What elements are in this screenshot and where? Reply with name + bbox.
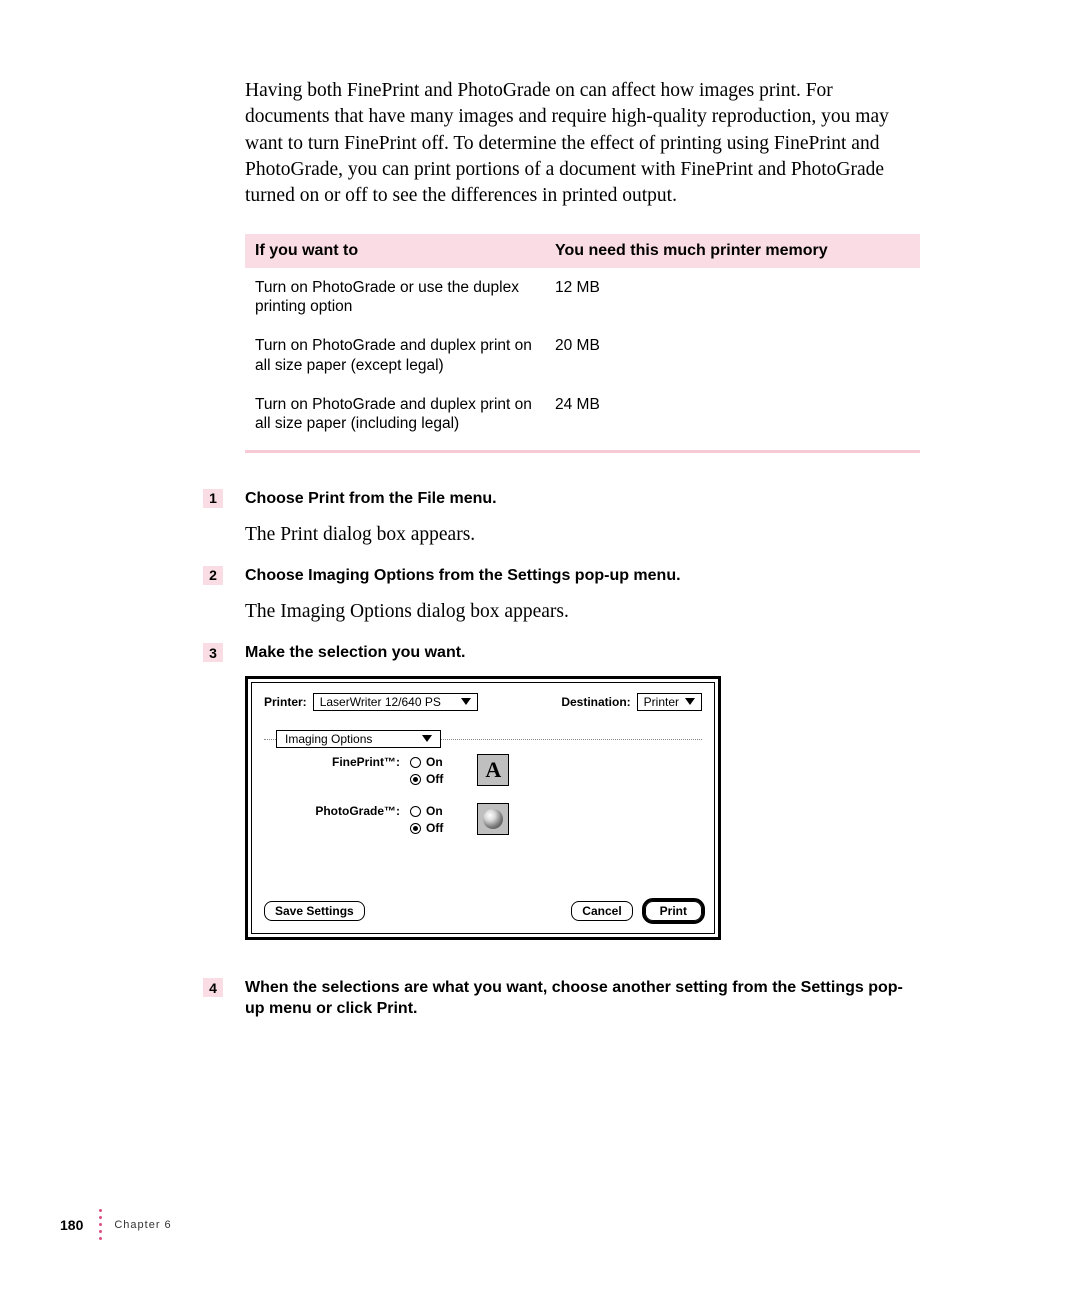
cancel-button[interactable]: Cancel — [571, 901, 632, 921]
step-3: 3 Make the selection you want. — [203, 643, 920, 664]
table-divider — [245, 450, 920, 453]
memory-table-header-col2: You need this much printer memory — [555, 242, 920, 260]
fineprint-label: FinePrint™: — [268, 754, 400, 769]
footer-dots-icon — [99, 1209, 102, 1240]
memory-table: If you want to You need this much printe… — [245, 234, 920, 453]
printer-label: Printer: — [264, 695, 307, 709]
destination-value: Printer — [644, 695, 679, 709]
table-row: Turn on PhotoGrade or use the duplex pri… — [245, 268, 920, 327]
fineprint-on-radio[interactable] — [410, 757, 421, 768]
photograde-preview — [477, 803, 509, 835]
fineprint-off-radio[interactable] — [410, 774, 421, 785]
imaging-options-dialog: Printer: LaserWriter 12/640 PS Destinati… — [245, 676, 920, 940]
step-number: 1 — [203, 489, 223, 508]
settings-popup-label: Imaging Options — [285, 732, 372, 746]
photograde-option: PhotoGrade™: On Off — [268, 803, 698, 837]
settings-popup[interactable]: Imaging Options — [276, 730, 441, 748]
chevron-down-icon — [461, 698, 471, 705]
destination-label: Destination: — [561, 695, 630, 709]
radio-label: On — [426, 803, 443, 820]
step-number: 3 — [203, 643, 223, 662]
radio-label: Off — [426, 820, 443, 837]
dialog-panel: FinePrint™: On Off A — [264, 739, 702, 883]
save-settings-button[interactable]: Save Settings — [264, 901, 365, 921]
table-row: Turn on PhotoGrade and duplex print on a… — [245, 326, 920, 385]
step-body: The Imaging Options dialog box appears. — [245, 599, 920, 625]
step-1: 1 Choose Print from the File menu. — [203, 489, 920, 510]
step-title: When the selections are what you want, c… — [245, 978, 920, 1020]
table-cell: Turn on PhotoGrade or use the duplex pri… — [255, 278, 555, 317]
step-body: The Print dialog box appears. — [245, 522, 920, 548]
memory-table-header-col1: If you want to — [255, 242, 555, 260]
table-cell: 24 MB — [555, 395, 920, 434]
table-cell: Turn on PhotoGrade and duplex print on a… — [255, 336, 555, 375]
table-cell: Turn on PhotoGrade and duplex print on a… — [255, 395, 555, 434]
radio-label: On — [426, 754, 443, 771]
photograde-off-radio[interactable] — [410, 823, 421, 834]
table-cell: 12 MB — [555, 278, 920, 317]
chevron-down-icon — [685, 698, 695, 705]
step-2: 2 Choose Imaging Options from the Settin… — [203, 566, 920, 587]
step-title: Choose Imaging Options from the Settings… — [245, 566, 681, 587]
step-number: 2 — [203, 566, 223, 585]
photograde-label: PhotoGrade™: — [268, 803, 400, 818]
fineprint-option: FinePrint™: On Off A — [268, 754, 698, 788]
chevron-down-icon — [422, 735, 432, 742]
table-row: Turn on PhotoGrade and duplex print on a… — [245, 385, 920, 444]
step-title: Choose Print from the File menu. — [245, 489, 497, 510]
page-number: 180 — [60, 1217, 83, 1233]
printer-value: LaserWriter 12/640 PS — [320, 695, 441, 709]
step-4: 4 When the selections are what you want,… — [203, 978, 920, 1020]
destination-select[interactable]: Printer — [637, 693, 702, 711]
dialog-top-row: Printer: LaserWriter 12/640 PS Destinati… — [264, 693, 702, 711]
preview-letter: A — [485, 757, 501, 783]
photograde-on-radio[interactable] — [410, 806, 421, 817]
step-title: Make the selection you want. — [245, 643, 466, 664]
fineprint-preview: A — [477, 754, 509, 786]
chapter-label: Chapter 6 — [114, 1219, 171, 1231]
printer-select[interactable]: LaserWriter 12/640 PS — [313, 693, 478, 711]
print-button[interactable]: Print — [645, 901, 702, 921]
page-footer: 180 Chapter 6 — [60, 1209, 172, 1240]
table-cell: 20 MB — [555, 336, 920, 375]
sphere-icon — [483, 809, 503, 829]
step-number: 4 — [203, 978, 223, 997]
intro-paragraph: Having both FinePrint and PhotoGrade on … — [245, 78, 920, 210]
radio-label: Off — [426, 771, 443, 788]
dialog-buttons: Save Settings Cancel Print — [264, 901, 702, 921]
memory-table-header: If you want to You need this much printe… — [245, 234, 920, 268]
